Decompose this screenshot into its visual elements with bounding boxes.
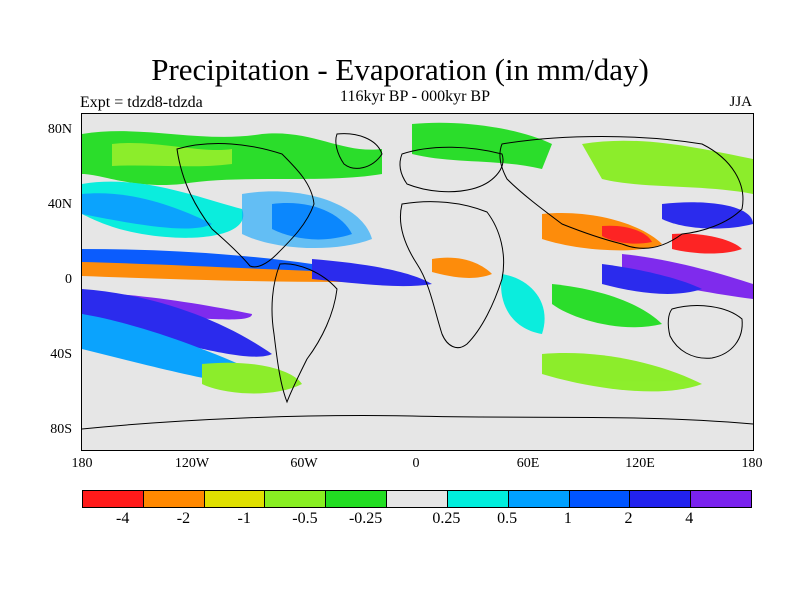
colorbar-label: -1 [237,510,251,527]
colorbar-label: 1 [563,510,572,527]
chart-subtitle: 116kyr BP - 000kyr BP [340,88,490,105]
patch-npac-blue [82,193,212,229]
coast-australia [667,305,743,359]
coast-antarctica [82,415,753,430]
coast-greenland [335,133,383,169]
field-patches [82,122,753,394]
y-tick-label: 40N [47,197,72,212]
colorbar [82,490,752,508]
patch-indian-green [552,284,662,328]
colorbar-swatch [569,491,631,507]
colorbar-label: 4 [685,510,694,527]
coast-south-america [271,263,338,404]
map-field [82,122,753,430]
patch-wpac-red [672,233,742,254]
y-tick-label: 80S [50,422,72,437]
patch-trop-atl-cyan [501,274,545,334]
colorbar-label: 2 [624,510,633,527]
season-label: JJA [729,94,752,110]
colorbar-label: -4 [116,510,130,527]
experiment-label: Expt = tdzd8-tdzda [80,94,203,111]
colorbar-label: -0.25 [348,510,383,527]
patch-spac-blue [82,289,272,357]
patch-wpac-blue [662,202,753,229]
x-tick-label: 180 [741,456,763,471]
colorbar-swatch [326,491,388,507]
x-tick-label: 60E [516,456,540,471]
colorbar-swatch [143,491,205,507]
patch-natl-lightblue [242,191,372,249]
coast-europe [399,146,504,193]
patch-eq-east-pac-orange [82,262,342,282]
patch-atl-itcz-blue [312,259,432,287]
patch-europe-green [412,122,552,169]
patch-s-ocean-green [202,362,302,394]
coastlines [82,133,753,430]
coast-asia [499,136,744,249]
x-tick-label: 120E [625,456,655,471]
x-tick-label: 180 [71,456,93,471]
y-tick-label: 40S [50,347,72,362]
x-tick-label: 120W [174,456,210,471]
colorbar-swatch [265,491,327,507]
chart-title: Precipitation - Evaporation (in mm/day) [151,52,649,87]
patch-atl-itcz-orange [432,257,492,278]
colorbar-swatch [83,491,144,507]
patch-arctic-yellowgreen [112,142,232,167]
colorbar-swatch [204,491,266,507]
colorbar-label: -0.5 [292,510,318,527]
colorbar-label: 0.5 [497,510,518,527]
coast-africa [399,201,505,349]
colorbar-label: 0.25 [432,510,461,527]
coast-north-america [176,143,315,268]
patch-s-indian-green [542,353,702,392]
y-tick-label: 0 [65,272,72,287]
patch-asia-monsoon-red [602,225,652,244]
colorbar-swatch [508,491,570,507]
patch-indo-blue [602,264,702,294]
colorbar-swatch [630,491,692,507]
colorbar-label: -2 [176,510,191,527]
patch-indo-purple [622,254,753,299]
colorbar-swatch [387,491,448,507]
x-tick-label: 60W [290,456,318,471]
patch-asia-green [582,140,753,194]
y-tick-label: 80N [47,122,72,137]
x-tick-label: 0 [412,456,420,471]
colorbar-swatch [691,491,751,507]
colorbar-swatch [447,491,509,507]
world-map [81,113,754,451]
